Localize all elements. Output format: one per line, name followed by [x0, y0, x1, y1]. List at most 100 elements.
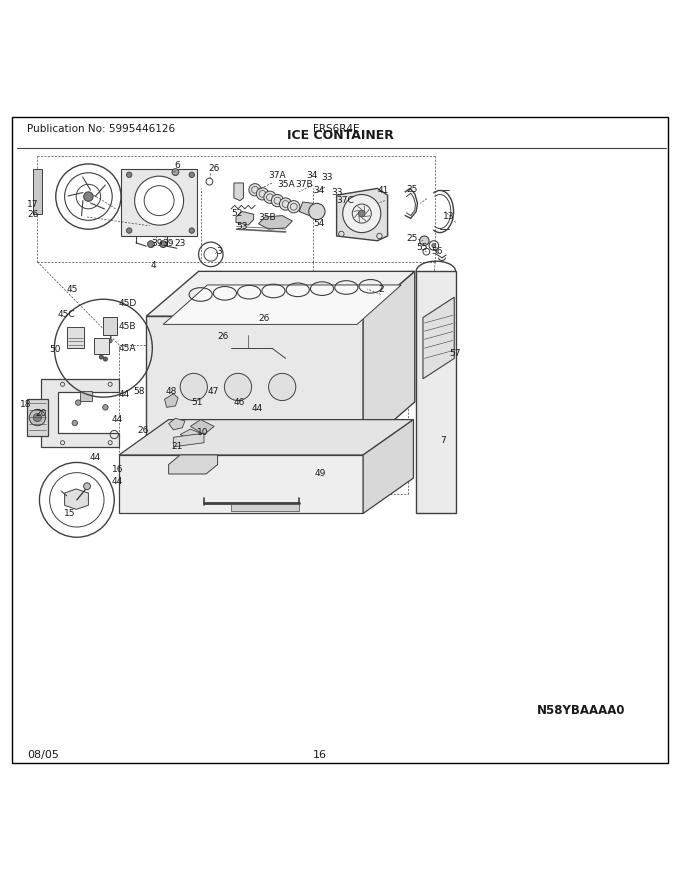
Text: 7: 7: [441, 436, 446, 445]
Polygon shape: [163, 285, 401, 325]
Text: 08/05: 08/05: [27, 750, 59, 759]
Text: 20: 20: [35, 409, 47, 418]
Circle shape: [432, 244, 436, 247]
Circle shape: [126, 228, 132, 233]
Text: 45D: 45D: [119, 299, 137, 308]
Circle shape: [103, 357, 107, 361]
Circle shape: [309, 203, 325, 220]
Text: 6: 6: [175, 161, 180, 170]
Text: 26: 26: [258, 314, 270, 323]
Text: 41: 41: [377, 187, 389, 195]
Circle shape: [180, 373, 207, 400]
Polygon shape: [363, 271, 415, 447]
Bar: [94, 338, 109, 355]
Circle shape: [279, 198, 292, 210]
Polygon shape: [119, 455, 363, 513]
Circle shape: [160, 241, 167, 247]
Bar: [103, 317, 117, 334]
Circle shape: [172, 169, 179, 175]
Text: 44: 44: [112, 477, 123, 487]
Polygon shape: [234, 183, 243, 201]
Circle shape: [420, 236, 429, 246]
Circle shape: [271, 194, 284, 207]
Text: 10: 10: [197, 428, 209, 436]
Text: 33: 33: [321, 173, 333, 182]
Text: 53: 53: [237, 222, 248, 231]
Text: 26: 26: [218, 333, 229, 341]
Polygon shape: [27, 400, 48, 436]
Circle shape: [99, 355, 103, 359]
Text: 33: 33: [331, 188, 343, 197]
Text: 47: 47: [207, 387, 219, 397]
Text: ICE CONTAINER: ICE CONTAINER: [286, 129, 394, 143]
Text: 54: 54: [313, 219, 324, 228]
Text: 46: 46: [234, 399, 245, 407]
Circle shape: [249, 184, 261, 196]
Text: 56: 56: [431, 247, 443, 256]
Text: 26: 26: [209, 165, 220, 173]
Circle shape: [29, 409, 46, 426]
Polygon shape: [119, 420, 413, 455]
Text: 35A: 35A: [277, 180, 295, 189]
Text: 37B: 37B: [295, 180, 313, 189]
Text: 39: 39: [163, 239, 174, 248]
Polygon shape: [299, 202, 316, 216]
Polygon shape: [146, 316, 363, 447]
Polygon shape: [41, 378, 119, 447]
Circle shape: [84, 483, 90, 489]
Text: 15: 15: [64, 509, 75, 517]
Text: 37A: 37A: [269, 172, 286, 180]
Circle shape: [148, 241, 154, 247]
Text: 44: 44: [90, 452, 101, 462]
Text: 52: 52: [231, 209, 243, 218]
Text: N58YBAAAA0: N58YBAAAA0: [537, 704, 626, 717]
Text: 49: 49: [314, 469, 326, 478]
Circle shape: [264, 191, 276, 203]
Polygon shape: [363, 420, 413, 513]
Polygon shape: [423, 297, 454, 378]
Circle shape: [343, 194, 381, 232]
Text: 3: 3: [216, 247, 222, 256]
Polygon shape: [173, 433, 204, 447]
Circle shape: [103, 405, 108, 410]
Text: 25: 25: [407, 185, 418, 194]
Text: 16: 16: [112, 465, 123, 474]
Text: 45C: 45C: [58, 310, 75, 319]
Text: Publication No: 5995446126: Publication No: 5995446126: [27, 124, 175, 134]
Polygon shape: [121, 169, 197, 236]
Text: 34: 34: [306, 172, 318, 180]
Text: 48: 48: [166, 387, 177, 396]
Text: 58: 58: [133, 387, 145, 397]
Polygon shape: [258, 216, 292, 229]
Text: 26: 26: [137, 426, 149, 436]
Bar: [231, 504, 299, 510]
Circle shape: [135, 176, 184, 225]
Circle shape: [84, 192, 93, 202]
Circle shape: [224, 373, 252, 400]
Circle shape: [189, 172, 194, 178]
Text: 57: 57: [449, 349, 460, 358]
Circle shape: [75, 400, 81, 406]
Circle shape: [72, 421, 78, 426]
Circle shape: [126, 172, 132, 178]
Text: 35B: 35B: [258, 214, 276, 223]
Circle shape: [33, 414, 41, 422]
Text: 37C: 37C: [337, 196, 354, 205]
Polygon shape: [416, 271, 456, 513]
Text: 45A: 45A: [118, 344, 136, 353]
Polygon shape: [236, 211, 254, 225]
Text: 4: 4: [151, 261, 156, 270]
Text: 34: 34: [313, 187, 324, 195]
Circle shape: [189, 228, 194, 233]
Text: 45: 45: [67, 285, 78, 295]
Text: 44: 44: [252, 404, 263, 413]
Bar: [80, 391, 92, 400]
Text: 25: 25: [407, 234, 418, 243]
Text: 44: 44: [118, 390, 130, 400]
Circle shape: [256, 187, 269, 200]
Text: 55: 55: [416, 243, 428, 253]
Polygon shape: [65, 489, 88, 510]
Polygon shape: [146, 271, 415, 316]
Polygon shape: [180, 429, 204, 442]
Polygon shape: [165, 393, 178, 407]
